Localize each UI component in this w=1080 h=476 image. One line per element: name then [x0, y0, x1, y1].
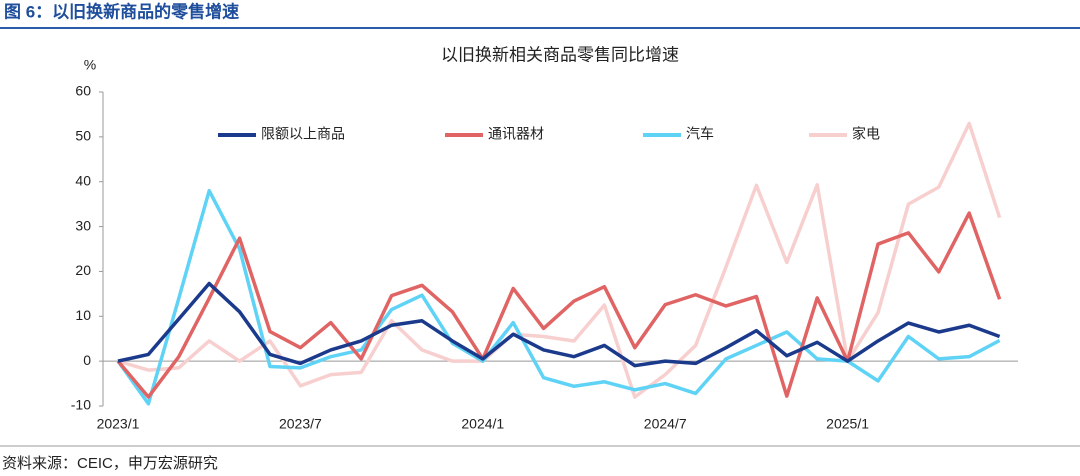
chart-title: 以旧换新相关商品零售同比增速: [441, 45, 679, 64]
y-tick-label: 60: [75, 83, 91, 99]
x-tick-label: 2024/1: [461, 416, 504, 432]
y-tick-label: 10: [75, 307, 91, 323]
y-axis-label: %: [84, 57, 96, 73]
series-line: [117, 281, 1001, 368]
source: 资料来源：CEIC，申万宏源研究: [2, 455, 218, 472]
x-tick-label: 2023/7: [279, 416, 322, 432]
y-tick-label: -10: [71, 397, 91, 413]
legend-label: 通讯器材: [488, 126, 544, 142]
figure-title: 图 6：以旧换新商品的零售增速: [4, 1, 239, 21]
series-line: [116, 188, 1001, 406]
x-tick-label: 2025/1: [826, 416, 869, 432]
x-tick-label: 2023/1: [97, 416, 140, 432]
y-tick-label: 20: [75, 262, 91, 278]
y-tick-label: 0: [83, 352, 91, 368]
series-line: [116, 211, 1002, 399]
y-tick-label: 40: [75, 172, 91, 188]
legend-label: 限额以上商品: [261, 126, 345, 142]
legend-label: 家电: [852, 126, 880, 142]
series-line: [117, 121, 1002, 399]
x-tick-label: 2024/7: [644, 416, 687, 432]
legend-label: 汽车: [686, 126, 714, 142]
y-tick-label: 30: [75, 217, 91, 233]
y-tick-label: 50: [75, 128, 91, 144]
